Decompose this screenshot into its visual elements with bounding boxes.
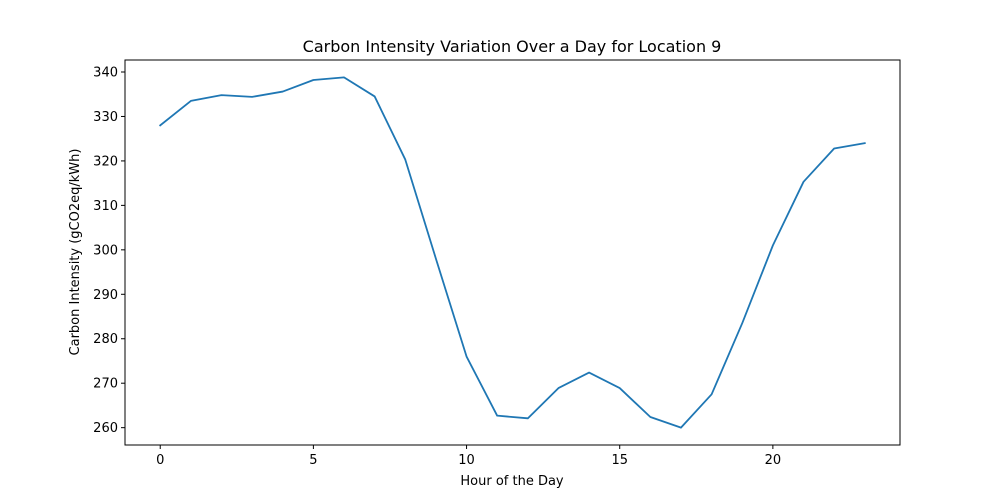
y-tick-label: 280 [93,332,118,347]
y-tick-label: 340 [93,66,118,81]
x-axis-ticks: 0 5 10 15 20 [156,445,781,468]
x-axis-label: Hour of the Day [460,474,564,489]
y-tick-label: 270 [93,377,118,392]
x-tick-label: 20 [765,453,782,468]
x-tick-label: 5 [309,453,317,468]
series-line-0 [160,77,865,427]
y-tick-label: 310 [93,199,118,214]
x-tick-label: 10 [458,453,475,468]
x-tick-label: 15 [611,453,628,468]
series-layer [160,77,865,427]
x-tick-label: 0 [156,453,164,468]
y-tick-label: 290 [93,288,118,303]
y-tick-label: 300 [93,243,118,258]
y-axis-label: Carbon Intensity (gCO2eq/kWh) [68,149,83,356]
y-tick-label: 260 [93,421,118,436]
plot-area-frame [125,60,900,445]
chart-title: Carbon Intensity Variation Over a Day fo… [303,37,722,56]
y-tick-label: 320 [93,154,118,169]
y-tick-label: 330 [93,110,118,125]
y-axis-ticks: 260 270 280 290 300 310 320 330 340 [93,66,125,437]
